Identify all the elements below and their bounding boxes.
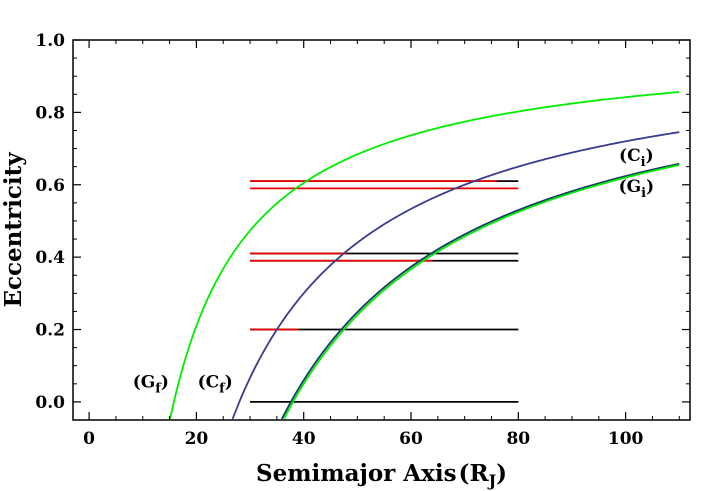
curve-cf [231,131,680,420]
annotation-ci: (Ci) [619,146,654,170]
axis-tick-labels: 0 20 40 60 80 100 0.0 0.2 0.4 0.6 0.8 1.0 [35,31,643,449]
curve-gi [283,164,680,420]
x-axis-title-unit-sub: J [487,471,497,490]
x-tick-label: 60 [399,429,423,449]
annotation-cf: (Cf) [198,372,233,396]
curve-gf [169,91,680,420]
annotation-gf: (Gf) [133,372,169,396]
x-tick-label: 80 [506,429,530,449]
x-tick-label: 40 [292,429,316,449]
x-tick-label: 0 [83,429,95,449]
x-tick-label: 20 [185,429,209,449]
plot-content [169,91,680,420]
plot-frame [72,39,691,421]
curve-ci [280,162,680,420]
y-tick-label: 1.0 [35,31,65,51]
curve-annotations: (Gf) (Cf) (Ci) (Gi) [133,146,654,396]
y-tick-label: 0.0 [35,393,65,413]
x-axis-title-unit: R [469,460,489,487]
axis-ticks [73,39,690,421]
x-tick-label: 100 [608,429,644,449]
x-axis-title-text: Semimajor Axis [256,460,457,487]
y-tick-label: 0.2 [35,321,65,341]
x-axis-title: Semimajor Axis(RJ) [256,460,507,490]
y-tick-label: 0.4 [35,248,65,268]
y-tick-label: 0.6 [35,176,65,196]
y-tick-label: 0.8 [35,103,65,123]
y-axis-title: Eccentricity [0,152,27,308]
annotation-gi: (Gi) [619,177,655,201]
